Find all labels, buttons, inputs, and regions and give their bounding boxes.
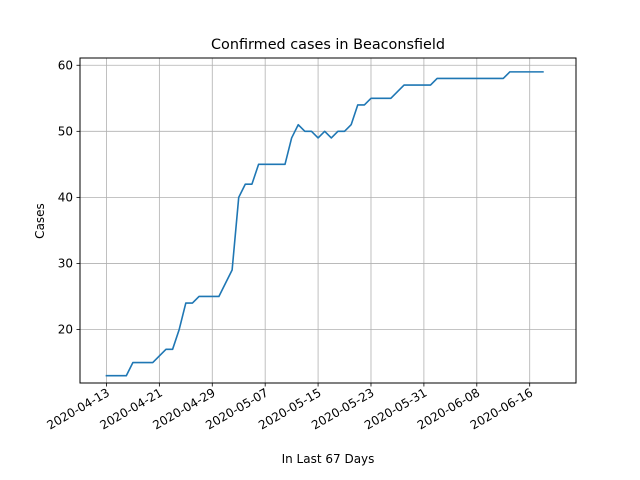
y-tick-label: 60 xyxy=(58,58,73,72)
x-axis-label: In Last 67 Days xyxy=(282,452,375,466)
y-tick-label: 30 xyxy=(58,256,73,270)
x-axis-ticks: 2020-04-132020-04-212020-04-292020-05-07… xyxy=(45,383,535,432)
series-line xyxy=(105,71,544,377)
grid-lines xyxy=(80,58,576,383)
y-axis-label: Cases xyxy=(33,203,47,239)
y-tick-label: 20 xyxy=(58,322,73,336)
y-tick-label: 50 xyxy=(58,124,73,138)
y-axis-ticks: 20 30 40 50 60 xyxy=(58,58,80,336)
chart-title: Confirmed cases in Beaconsfield xyxy=(211,37,445,53)
plot-frame xyxy=(79,57,577,384)
series-group xyxy=(105,71,544,377)
y-tick-label: 40 xyxy=(58,190,73,204)
